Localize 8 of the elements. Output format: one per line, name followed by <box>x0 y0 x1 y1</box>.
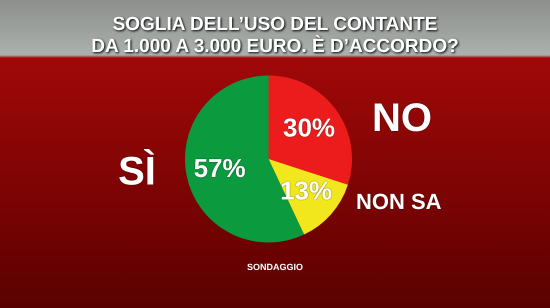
data-label: 13% <box>280 175 332 206</box>
data-label: 30% <box>283 112 336 143</box>
slice-label: SÌ <box>118 148 156 194</box>
chart-title: SOGLIA DELL’USO DEL CONTANTE DA 1.000 A 3.000 EURO. È D’ACCORDO? <box>90 14 460 58</box>
text: SONDAGGIO <box>246 262 304 272</box>
slice-label: NON SA <box>356 189 442 214</box>
slice-label: NO <box>372 96 432 140</box>
data-label: 57% <box>194 153 246 184</box>
